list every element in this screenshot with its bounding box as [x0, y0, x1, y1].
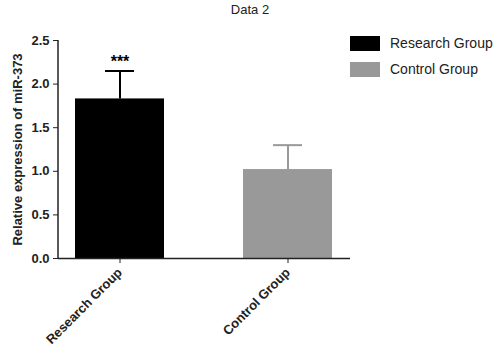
- svg-text:Relative expression of miR-373: Relative expression of miR-373: [10, 53, 25, 245]
- svg-text:2.5: 2.5: [31, 33, 49, 48]
- svg-text:Control Group: Control Group: [220, 265, 293, 338]
- svg-text:1.0: 1.0: [31, 163, 49, 178]
- svg-text:2.0: 2.0: [31, 76, 49, 91]
- svg-text:***: ***: [111, 53, 130, 70]
- html-text:Data 2: Data 2: [230, 2, 270, 17]
- html-text:Research Group: Research Group: [390, 35, 493, 51]
- html-text:Control Group: Control Group: [390, 61, 478, 77]
- svg-text:0.0: 0.0: [31, 251, 49, 266]
- svg-text:1.5: 1.5: [31, 120, 49, 135]
- svg-text:Research Group: Research Group: [43, 265, 125, 347]
- svg-text:0.5: 0.5: [31, 207, 49, 222]
